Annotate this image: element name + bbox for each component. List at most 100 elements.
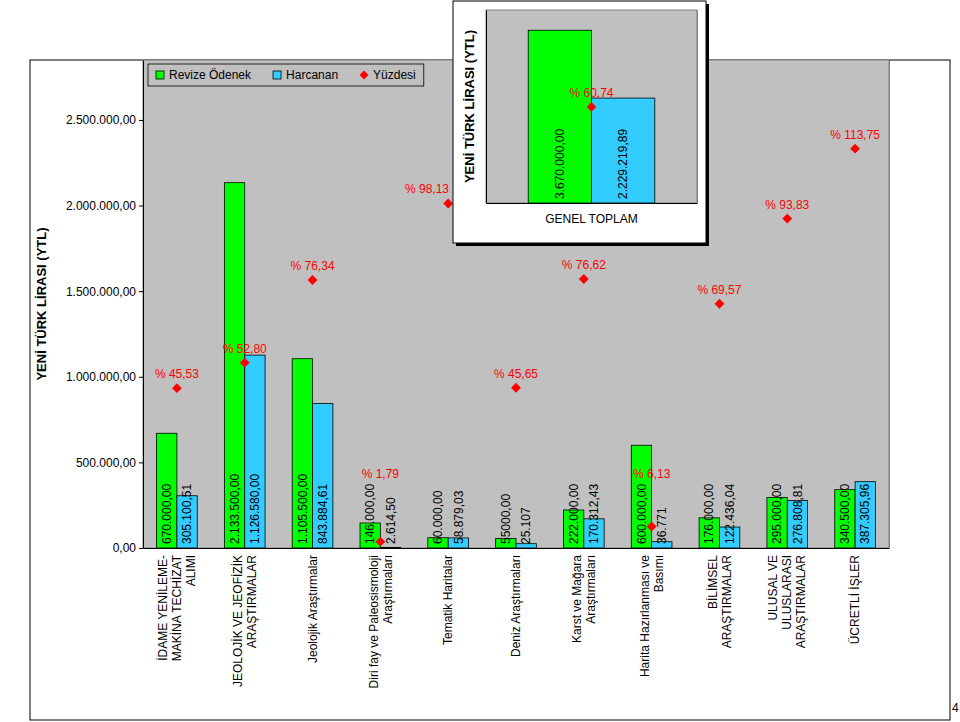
y-axis-line	[486, 11, 487, 204]
point-value-label: % 52,80	[223, 342, 267, 356]
x-tick-label-line: ÜCRETLİ İŞLER	[848, 555, 862, 645]
x-tick-label-line: Tematik Haritalar	[441, 555, 455, 645]
point	[308, 275, 318, 285]
x-tick-label-line: ARAŞTIRMALAR	[794, 555, 808, 649]
bar-value-label: 2.229.219,89	[616, 129, 630, 199]
bar-value-label: 387.305,96	[858, 484, 872, 544]
x-tick-label: GENEL TOPLAM	[545, 212, 637, 226]
legend-item: Harcanan	[273, 68, 338, 82]
bar-value-label: 1.126.580,00	[248, 474, 262, 544]
x-axis-line	[487, 203, 698, 204]
x-tick-label-line: ULUSAL VE	[766, 555, 780, 621]
x-tick: Jeolojik Araştırmalar	[306, 548, 320, 663]
y2-axis	[889, 61, 890, 549]
y-tick: 500.000,00	[76, 456, 143, 470]
y-tick-mark	[139, 120, 143, 121]
y-tick: 0,00	[113, 541, 143, 555]
bar-value-label: 122.436,04	[723, 484, 737, 544]
bar-value-label: 60.000,00	[431, 490, 445, 544]
legend-item: Yüzdesi	[360, 68, 416, 82]
legend-box	[148, 64, 424, 86]
chart-canvas: İDAME YENİLEME-MAKİNA TECHİZATALIMI JEOLO…	[0, 0, 960, 722]
x-tick-label: Deniz Araştırmaları	[509, 555, 523, 657]
point	[579, 274, 589, 284]
y-tick-label: 500.000,00	[76, 456, 136, 470]
chart-frame	[453, 1, 706, 243]
x-tick: ÜCRETLİ İŞLER	[848, 548, 862, 644]
y-tick: 1.500.000,00	[66, 284, 143, 298]
plot-area	[486, 10, 697, 203]
x-tick-label-line: Araştırmaları	[381, 555, 395, 624]
y-tick-mark	[139, 377, 143, 378]
point-value-label: % 45,53	[155, 367, 199, 381]
y-axis	[486, 11, 487, 204]
point-value-label: % 1,79	[362, 467, 400, 481]
point	[511, 383, 521, 393]
bar	[855, 482, 875, 548]
point-value-label: % 76,62	[562, 258, 606, 272]
x-tick: BİLİMSELARAŞTIRMALAR	[706, 548, 734, 648]
y-tick-label: 2.500.000,00	[66, 113, 136, 127]
x-tick: İDAME YENİLEME-MAKİNA TECHİZATALIMI	[156, 548, 198, 661]
legend-label: Revize Ödenek	[169, 68, 252, 82]
bar	[631, 445, 651, 548]
x-tick: Tematik Haritalar	[441, 548, 455, 645]
bar	[592, 98, 655, 203]
bar	[292, 359, 312, 548]
x-tick-label: ÜCRETLİ İŞLER	[848, 555, 862, 645]
x-tick-label-line: Deniz Araştırmaları	[509, 555, 523, 657]
page-number: 4	[952, 701, 959, 715]
bar-value-label: 170.312,43	[587, 484, 601, 544]
x-tick-label-line: Diri fay ve Paleosismoloji	[367, 555, 381, 688]
x-axis: İDAME YENİLEME-MAKİNA TECHİZATALIMI JEOLO…	[144, 548, 890, 688]
bar	[528, 30, 591, 203]
y-tick: 2.000.000,00	[66, 199, 143, 213]
y-tick-mark	[139, 548, 143, 549]
point-value-label: % 60,74	[569, 86, 613, 100]
bar-value-label: 146.000,00	[363, 484, 377, 544]
y-tick-mark	[139, 206, 143, 207]
x-axis: GENEL TOPLAM	[487, 203, 698, 226]
point	[715, 299, 725, 309]
x-tick: Deniz Araştırmaları	[509, 548, 523, 657]
x-tick-label: Karst ve MağaraAraştırmaları	[570, 555, 598, 643]
x-tick-label-line: BİLİMSEL	[706, 555, 720, 609]
x-tick-label: Diri fay ve PaleosismolojiAraştırmaları	[367, 555, 395, 688]
x-tick-label-line: ARAŞTIRMALAR	[245, 555, 259, 649]
point-value-label: % 76,34	[291, 259, 335, 273]
bar-value-label: 36.771	[655, 507, 669, 544]
bar-value-label: 305.100,51	[180, 484, 194, 544]
bar-value-label: 2.133.500,00	[228, 474, 242, 544]
y-tick: 2.500.000,00	[66, 113, 143, 127]
x-tick: Harita Hazırlanması veBasımı	[638, 548, 666, 677]
bar-value-label: 58.879,03	[452, 490, 466, 544]
x-tick-label-line: Karst ve Mağara	[570, 555, 584, 643]
y2-axis-line	[697, 11, 698, 204]
x-tick: ULUSAL VEULUSLARASIARAŞTIRMALAR	[766, 548, 808, 648]
x-tick-label: JEOLOJİK VE JEOFİZİKARAŞTIRMALAR	[231, 555, 259, 687]
bar	[157, 433, 177, 548]
bar	[380, 547, 400, 548]
point-value-label: % 98,13	[405, 182, 449, 196]
y-tick-label: 0,00	[113, 541, 137, 555]
bar-value-label: 276.808,81	[791, 484, 805, 544]
bar-value-label: 2.614,50	[384, 497, 398, 544]
y-tick: 1.000.000,00	[66, 370, 143, 384]
y-axis-title: YENİ TÜRK LİRASI (YTL)	[34, 227, 49, 380]
point	[172, 383, 182, 393]
legend: Revize Ödenek Harcanan Yüzdesi	[148, 64, 424, 86]
bar	[313, 404, 333, 548]
x-tick: JEOLOJİK VE JEOFİZİKARAŞTIRMALAR	[231, 548, 259, 687]
legend-swatch	[156, 71, 164, 79]
point-value-label: % 113,75	[830, 128, 880, 142]
bar-value-label: 3.670.000,00	[553, 129, 567, 199]
bar-value-label: 55000,00	[499, 494, 513, 544]
point	[587, 102, 597, 112]
x-tick-label-line: ALIMI	[184, 555, 198, 586]
marks	[528, 30, 655, 203]
x-tick-label-line: ARAŞTIRMALAR	[720, 555, 734, 649]
x-tick-label: BİLİMSELARAŞTIRMALAR	[706, 555, 734, 649]
y-tick-mark	[139, 462, 143, 463]
legend-label: Yüzdesi	[373, 68, 416, 82]
x-tick-label: Harita Hazırlanması veBasımı	[638, 555, 666, 677]
